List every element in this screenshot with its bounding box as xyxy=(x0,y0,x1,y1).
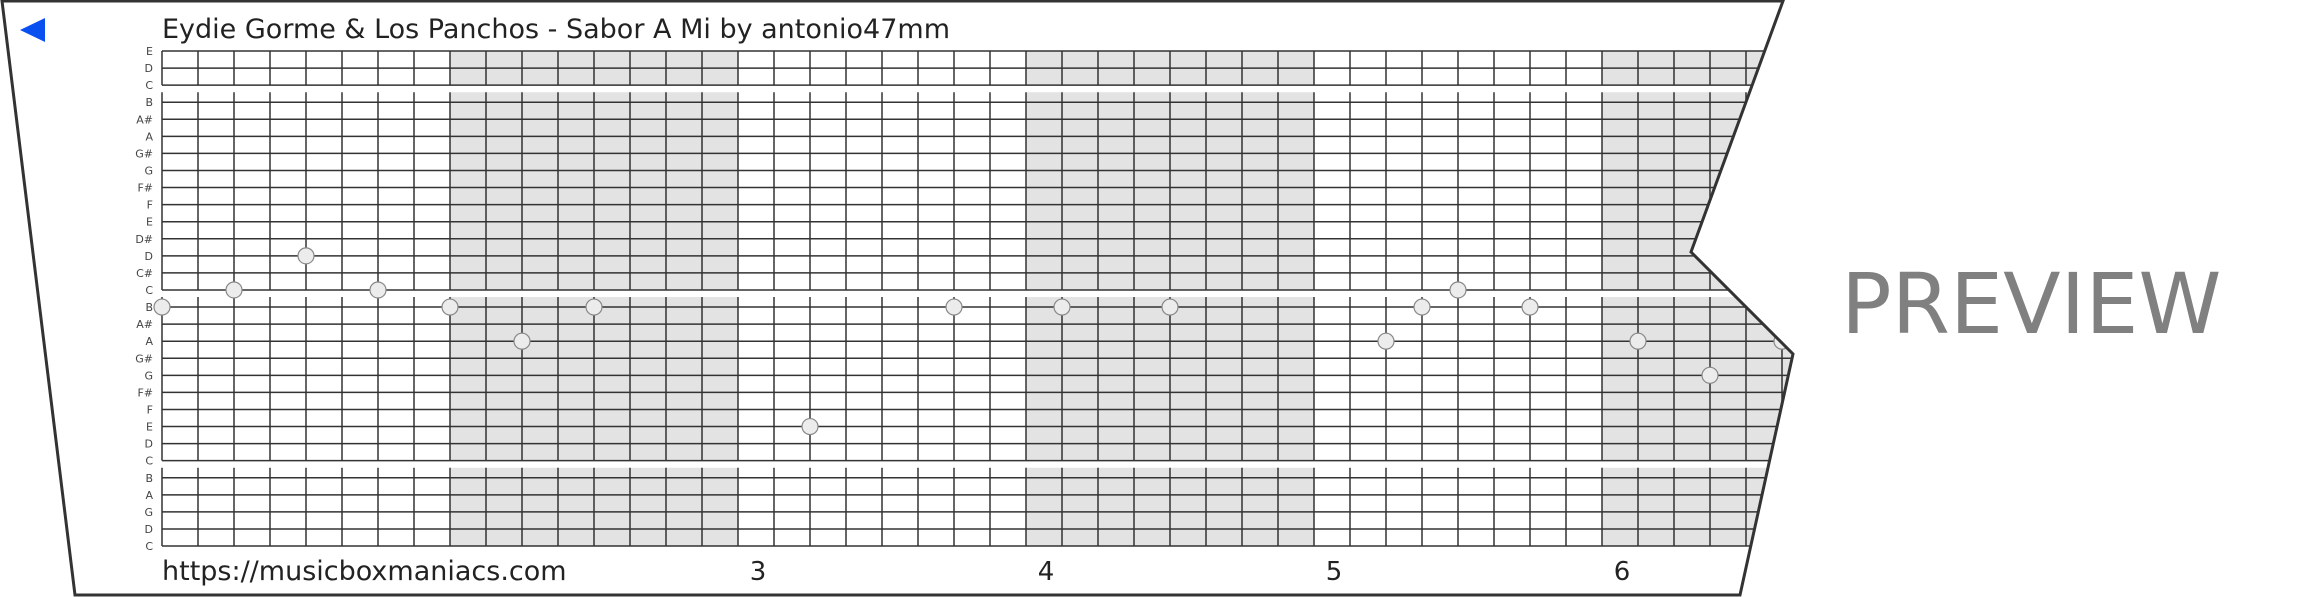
pitch-label: C xyxy=(145,540,153,553)
pitch-label: D xyxy=(145,523,153,536)
note-hole[interactable] xyxy=(801,417,819,436)
pitch-label: A# xyxy=(136,113,153,126)
pitch-label: E xyxy=(146,216,153,229)
preview-watermark: PREVIEW xyxy=(1841,255,2221,353)
note-hole[interactable] xyxy=(1413,298,1431,316)
note-hole[interactable] xyxy=(1521,298,1539,316)
pitch-label: G xyxy=(144,369,153,382)
pitch-label: G# xyxy=(135,147,153,160)
measure-number: 3 xyxy=(750,557,767,587)
note-hole[interactable] xyxy=(225,281,243,299)
back-triangle-icon[interactable] xyxy=(20,18,45,42)
pitch-label: C xyxy=(145,79,153,92)
note-hole[interactable] xyxy=(1053,298,1071,316)
note-hole[interactable] xyxy=(1629,332,1647,350)
pitch-label: F xyxy=(147,199,153,212)
measure-numbers: 3 4 5 6 xyxy=(750,557,1631,587)
measure-number: 6 xyxy=(1614,557,1631,587)
note-hole[interactable] xyxy=(369,281,387,299)
note-hole[interactable] xyxy=(1449,281,1467,299)
pitch-label: A xyxy=(145,489,153,502)
strip-outline xyxy=(0,0,1795,597)
pitch-label: F xyxy=(147,403,153,416)
pitch-label: A xyxy=(145,130,153,143)
note-hole[interactable] xyxy=(153,298,171,316)
pitch-label: G xyxy=(144,506,153,519)
pitch-label: A xyxy=(145,335,153,348)
pitch-label: F# xyxy=(137,386,153,399)
note-hole[interactable] xyxy=(297,247,315,265)
note-hole[interactable] xyxy=(585,298,603,316)
pitch-label: F# xyxy=(137,182,153,195)
pitch-label: B xyxy=(145,301,153,314)
site-url-link[interactable]: https://musicboxmaniacs.com xyxy=(162,556,567,587)
note-hole[interactable] xyxy=(945,298,963,316)
pitch-label: A# xyxy=(136,318,153,331)
pitch-label: C xyxy=(145,455,153,468)
pitch-label: C# xyxy=(136,267,153,280)
note-hole[interactable] xyxy=(513,332,531,350)
note-hole[interactable] xyxy=(1161,298,1179,316)
pitch-label: D xyxy=(145,438,153,451)
song-title: Eydie Gorme & Los Panchos - Sabor A Mi b… xyxy=(162,14,950,45)
note-hole[interactable] xyxy=(1701,366,1719,384)
pitch-label: G xyxy=(144,164,153,177)
pitch-label: D xyxy=(145,250,153,263)
note-hole[interactable] xyxy=(441,298,459,316)
note-hole[interactable] xyxy=(1377,332,1395,350)
measure-number: 5 xyxy=(1326,557,1343,587)
pitch-label: C xyxy=(145,284,153,297)
pitch-label: B xyxy=(145,472,153,485)
pitch-label: E xyxy=(146,45,153,58)
pitch-label: G# xyxy=(135,352,153,365)
pitch-label: E xyxy=(146,421,153,434)
measure-number: 4 xyxy=(1038,557,1055,587)
punch-grid xyxy=(153,50,1793,547)
pitch-label: D xyxy=(145,62,153,75)
pitch-label: D# xyxy=(135,233,153,246)
pitch-label: B xyxy=(145,96,153,109)
